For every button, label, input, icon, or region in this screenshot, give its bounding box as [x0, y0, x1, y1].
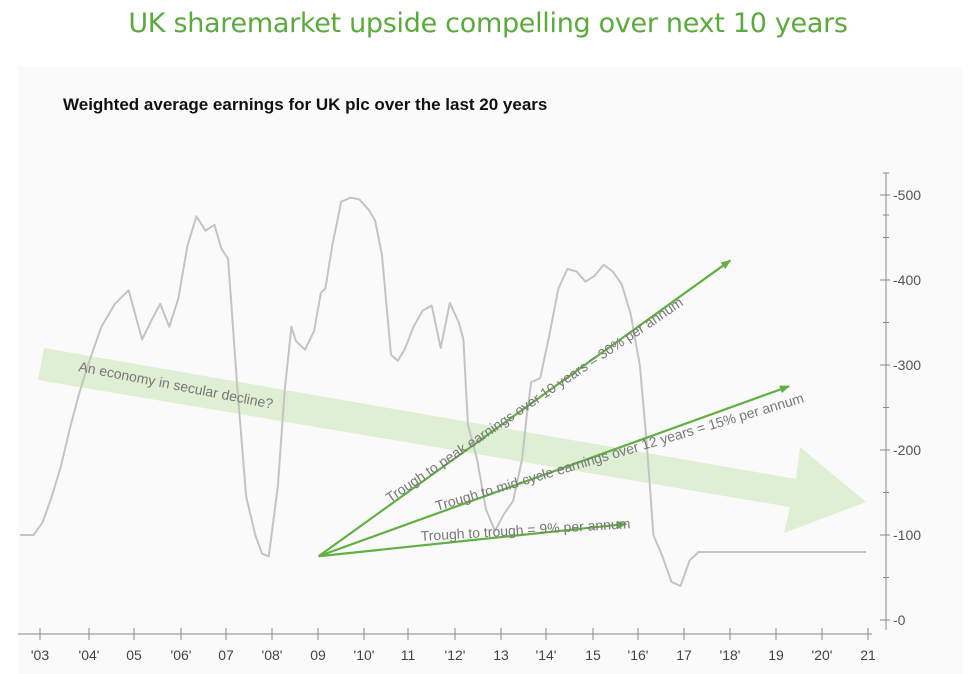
x-tick-label: '14'	[536, 647, 557, 663]
decline-band	[38, 348, 866, 533]
y-tick-label: -0	[893, 612, 906, 628]
x-tick-label: '06'	[171, 647, 192, 663]
x-tick-label: 15	[585, 647, 601, 663]
x-tick-label: 19	[768, 647, 784, 663]
decline-band-arrow	[38, 348, 866, 533]
y-tick-label: -500	[893, 187, 921, 203]
y-tick-label: -200	[893, 442, 921, 458]
y-tick-label: -400	[893, 272, 921, 288]
x-tick-label: '12'	[445, 647, 466, 663]
growth-arrow-1	[317, 259, 732, 558]
x-tick-label: 21	[860, 647, 876, 663]
x-tick-label: 13	[493, 647, 509, 663]
x-tick-label: 11	[401, 647, 416, 663]
x-tick-label: 17	[676, 647, 692, 663]
y-tick-label: -300	[893, 357, 921, 373]
x-tick-label: '18'	[720, 647, 741, 663]
x-tick-label: '10'	[354, 647, 375, 663]
chart-panel	[18, 66, 962, 674]
series-line-0	[20, 196, 866, 587]
x-tick-label: '08'	[262, 647, 283, 663]
x-tick-label: '03	[31, 647, 49, 663]
page-title: UK sharemarket upside compelling over ne…	[128, 8, 848, 39]
y-tick-label: -100	[893, 527, 921, 543]
chart-title: Weighted average earnings for UK plc ove…	[63, 95, 548, 114]
annotation-label-3: Trough to trough = 9% per annum	[420, 515, 631, 544]
x-tick-label: 07	[218, 647, 234, 663]
x-tick-label: '16'	[628, 647, 649, 663]
x-tick-label: 09	[310, 647, 326, 663]
x-tick-label: 05	[126, 647, 142, 663]
growth-arrow-2	[318, 385, 791, 558]
growth-arrow-3	[318, 520, 628, 558]
x-tick-label: '04'	[79, 647, 100, 663]
x-tick-label: '20'	[812, 647, 833, 663]
